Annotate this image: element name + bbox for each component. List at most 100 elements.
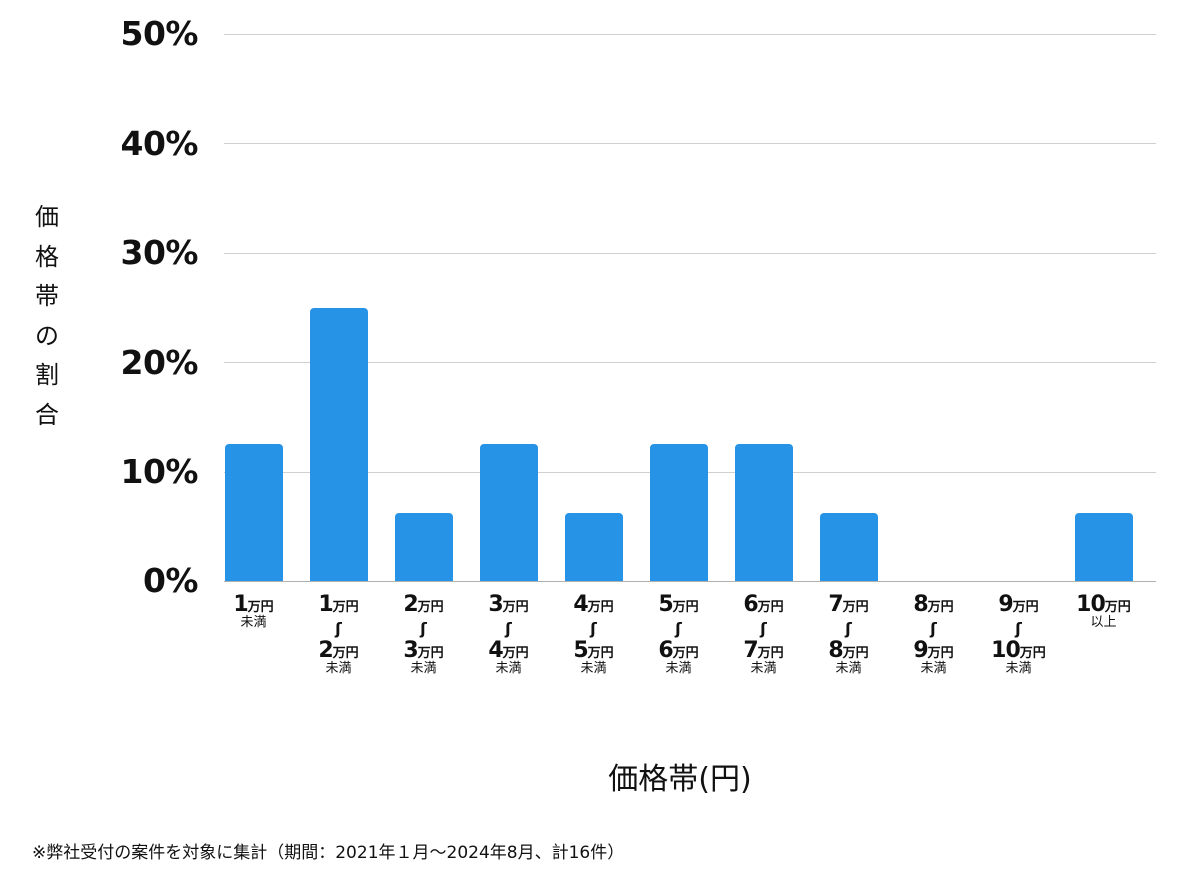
x-tick-suffix: 未満 xyxy=(325,661,352,676)
bar xyxy=(819,512,878,581)
x-tick-unit: 万円 xyxy=(587,600,614,615)
x-tick-suffix: 以上 xyxy=(1090,615,1117,630)
x-tick-number: 10 xyxy=(991,638,1021,663)
x-tick-suffix: 未満 xyxy=(920,661,947,676)
x-tick-number: 2 xyxy=(318,638,333,663)
x-tick-from: 9万円 xyxy=(976,594,1061,618)
footnote: ※弊社受付の案件を対象に集計（期間：2021年１月〜2024年8月、計16件） xyxy=(32,843,625,863)
x-tick-unit: 万円 xyxy=(757,600,784,615)
x-axis-title: 価格帯(円) xyxy=(608,762,752,797)
x-tick-from: 6万円 xyxy=(721,594,806,618)
x-tick-label: 3万円 ʃ 4万円 未満 xyxy=(466,594,551,678)
x-tick-number: 10 xyxy=(1076,592,1106,617)
y-tick-0: 0% xyxy=(142,561,199,600)
x-tick-from: 5万円 xyxy=(636,594,721,618)
x-tick-to: 6万円 xyxy=(636,640,721,664)
x-tick-unit: 万円 xyxy=(332,646,359,661)
x-tick-unit: 万円 xyxy=(502,646,529,661)
x-tick-number: 6 xyxy=(658,638,673,663)
x-tick-number: 1 xyxy=(318,592,333,617)
tilde-icon: ʃ xyxy=(845,619,852,638)
x-tick-unit: 万円 xyxy=(927,600,954,615)
x-tick-from: 1万円 xyxy=(211,594,296,618)
x-tick-to: 9万円 xyxy=(891,640,976,664)
tilde-icon: ʃ xyxy=(760,619,767,638)
y-axis-title-char: 合 xyxy=(35,400,59,429)
x-tick-unit: 万円 xyxy=(332,600,359,615)
tilde-icon: ʃ xyxy=(590,619,597,638)
x-tick-number: 3 xyxy=(488,592,503,617)
gridline-50 xyxy=(224,34,1156,35)
x-tick-unit: 万円 xyxy=(587,646,614,661)
x-tick-from: 2万円 xyxy=(381,594,466,618)
bar xyxy=(309,307,368,581)
x-tick-number: 8 xyxy=(913,592,928,617)
x-tick-label: 10万円 以上 xyxy=(1061,594,1146,632)
x-tick-unit: 万円 xyxy=(842,646,869,661)
x-tick-label: 5万円 ʃ 6万円 未満 xyxy=(636,594,721,678)
x-tick-unit: 万円 xyxy=(247,600,274,615)
x-tick-unit: 万円 xyxy=(672,600,699,615)
x-tick-suffix: 未満 xyxy=(665,661,692,676)
tilde-icon: ʃ xyxy=(930,619,937,638)
x-tick-suffix: 未満 xyxy=(750,661,777,676)
y-axis-title-char: 帯 xyxy=(35,282,59,310)
y-tick-10: 10% xyxy=(120,452,199,491)
x-tick-unit: 万円 xyxy=(757,646,784,661)
x-tick-number: 6 xyxy=(743,592,758,617)
tilde-icon: ʃ xyxy=(505,619,512,638)
y-axis-title-char: の xyxy=(35,321,59,350)
bar xyxy=(564,512,623,581)
x-tick-number: 7 xyxy=(743,638,758,663)
bar xyxy=(394,512,453,581)
bar xyxy=(734,444,793,581)
x-tick-unit: 万円 xyxy=(502,600,529,615)
y-axis-title: 価 格 帯 の 割 合 xyxy=(30,198,64,435)
x-tick-number: 9 xyxy=(998,592,1013,617)
x-tick-number: 5 xyxy=(658,592,673,617)
x-tick-unit: 万円 xyxy=(672,646,699,661)
x-tick-label: 6万円 ʃ 7万円 未満 xyxy=(721,594,806,678)
tilde-icon: ʃ xyxy=(420,619,427,638)
x-tick-unit: 万円 xyxy=(1104,600,1131,615)
x-tick-suffix: 未満 xyxy=(580,661,607,676)
gridline-20 xyxy=(224,362,1156,363)
x-tick-label: 4万円 ʃ 5万円 未満 xyxy=(551,594,636,678)
x-tick-label: 1万円 ʃ 2万円 未満 xyxy=(296,594,381,678)
gridline-40 xyxy=(224,143,1156,144)
tilde-icon: ʃ xyxy=(1015,619,1022,638)
x-tick-number: 8 xyxy=(828,638,843,663)
x-tick-number: 4 xyxy=(573,592,588,617)
x-tick-from: 1万円 xyxy=(296,594,381,618)
x-tick-unit: 万円 xyxy=(842,600,869,615)
x-tick-to: 3万円 xyxy=(381,640,466,664)
x-tick-unit: 万円 xyxy=(417,600,444,615)
x-tick-label: 1万円 未満 xyxy=(211,594,296,632)
bar xyxy=(1074,512,1133,581)
tilde-icon: ʃ xyxy=(675,619,682,638)
x-tick-unit: 万円 xyxy=(417,646,444,661)
x-tick-label: 2万円 ʃ 3万円 未満 xyxy=(381,594,466,678)
y-axis-title-char: 格 xyxy=(35,242,59,271)
x-tick-from: 8万円 xyxy=(891,594,976,618)
y-tick-50: 50% xyxy=(120,14,199,53)
bar xyxy=(479,444,538,581)
x-tick-unit: 万円 xyxy=(1012,600,1039,615)
bar xyxy=(224,444,283,581)
x-tick-suffix: 未満 xyxy=(410,661,437,676)
x-tick-number: 7 xyxy=(828,592,843,617)
y-tick-30: 30% xyxy=(120,233,199,272)
x-tick-from: 7万円 xyxy=(806,594,891,618)
x-tick-number: 3 xyxy=(403,638,418,663)
y-axis-title-char: 割 xyxy=(35,361,59,389)
x-tick-number: 4 xyxy=(488,638,503,663)
x-tick-to: 5万円 xyxy=(551,640,636,664)
x-tick-label: 9万円 ʃ 10万円 未満 xyxy=(976,594,1061,678)
y-tick-20: 20% xyxy=(120,343,199,382)
x-tick-suffix: 未満 xyxy=(835,661,862,676)
x-tick-to: 4万円 xyxy=(466,640,551,664)
x-tick-unit: 万円 xyxy=(1019,646,1046,661)
y-tick-40: 40% xyxy=(120,124,199,163)
tilde-icon: ʃ xyxy=(335,619,342,638)
x-tick-label: 8万円 ʃ 9万円 未満 xyxy=(891,594,976,678)
